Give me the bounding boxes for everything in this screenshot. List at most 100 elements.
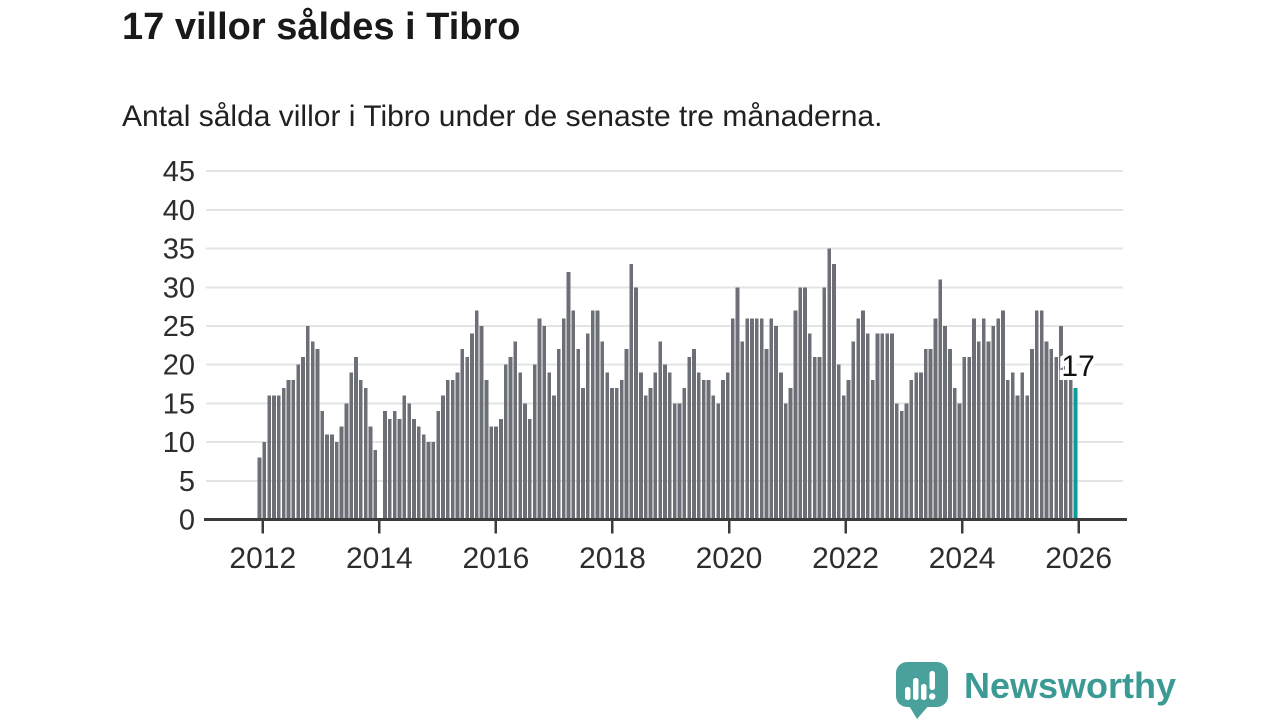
bar [325, 434, 329, 520]
bar [841, 395, 846, 520]
bar [837, 364, 841, 520]
bar [1059, 326, 1063, 520]
bar [711, 395, 716, 520]
bar [455, 372, 460, 520]
bar [542, 326, 547, 520]
bar [566, 271, 571, 520]
highlight-bar-current [1073, 387, 1078, 520]
y-axis-tick-label: 10 [163, 427, 195, 459]
bar [624, 349, 629, 520]
bar [556, 349, 561, 520]
bar [899, 411, 904, 520]
bar [740, 341, 745, 520]
bar [590, 310, 595, 520]
bar [460, 349, 465, 520]
bar [301, 356, 305, 520]
bar [798, 287, 803, 520]
page-subtitle: Antal sålda villor i Tibro under de sena… [122, 100, 883, 133]
bar [865, 333, 870, 520]
bar [991, 326, 996, 520]
bar [1025, 395, 1030, 520]
y-axis-tick-label: 45 [163, 156, 195, 188]
bar [1068, 380, 1073, 520]
x-axis-tick-label: 2024 [929, 542, 996, 575]
bar [682, 387, 687, 520]
newsworthy-logo-text: Newsworthy [964, 665, 1177, 706]
y-axis-tick-label: 15 [163, 388, 195, 420]
bar [499, 418, 503, 520]
bar [537, 318, 542, 520]
bar [600, 341, 605, 520]
bar [286, 380, 291, 520]
bar [701, 380, 706, 520]
y-axis-tick-label: 30 [163, 272, 195, 304]
bar [581, 387, 585, 520]
bar [1044, 341, 1049, 520]
x-axis-tick-label: 2026 [1045, 542, 1112, 575]
bar [817, 356, 822, 520]
x-axis-tick-label: 2016 [463, 542, 530, 575]
bar [793, 310, 798, 520]
bar [402, 395, 407, 520]
bar [928, 349, 933, 520]
bar [986, 341, 991, 520]
bar [1005, 380, 1010, 520]
bar [416, 426, 421, 520]
bar [957, 403, 962, 520]
bar [725, 372, 730, 520]
bar [421, 434, 426, 520]
bar [532, 364, 537, 520]
bar [1049, 349, 1054, 520]
bar [909, 380, 914, 520]
bar [1054, 356, 1058, 520]
bar [967, 356, 972, 520]
bar [484, 380, 489, 520]
bar [827, 248, 832, 520]
bar [952, 387, 957, 520]
bar [856, 318, 861, 520]
bar [576, 349, 580, 520]
bar [774, 326, 778, 520]
bar [639, 372, 643, 520]
bar [677, 403, 682, 520]
bar [764, 349, 769, 520]
bar [754, 318, 759, 520]
bar [503, 364, 508, 520]
bar [972, 318, 976, 520]
bar [1039, 310, 1044, 520]
bar [851, 341, 856, 520]
bar [668, 372, 672, 520]
bar [687, 356, 692, 520]
bar [479, 326, 484, 520]
x-axis-tick-label: 2022 [812, 542, 879, 575]
newsworthy-logo: Newsworthy [894, 660, 1176, 720]
bar [943, 326, 947, 520]
bar [1001, 310, 1005, 520]
bar [692, 349, 696, 520]
bar [281, 387, 286, 520]
bar [470, 333, 474, 520]
bar [552, 395, 556, 520]
bar [779, 372, 783, 520]
bar [735, 287, 740, 520]
bar [783, 403, 788, 520]
x-axis-tick-label: 2018 [579, 542, 646, 575]
bar [653, 372, 658, 520]
y-axis-tick-label: 20 [163, 350, 195, 382]
bar [494, 426, 498, 520]
bar [262, 442, 267, 520]
page-title: 17 villor såldes i Tibro [122, 6, 521, 48]
bar [354, 356, 358, 520]
bar [716, 403, 721, 520]
bar [571, 310, 576, 520]
bar [368, 426, 373, 520]
bar [349, 372, 354, 520]
bar [875, 333, 880, 520]
bar [397, 418, 402, 520]
bar [605, 372, 609, 520]
bar [1063, 356, 1068, 520]
bar [996, 318, 1001, 520]
bar [948, 349, 952, 520]
bar [938, 279, 943, 520]
